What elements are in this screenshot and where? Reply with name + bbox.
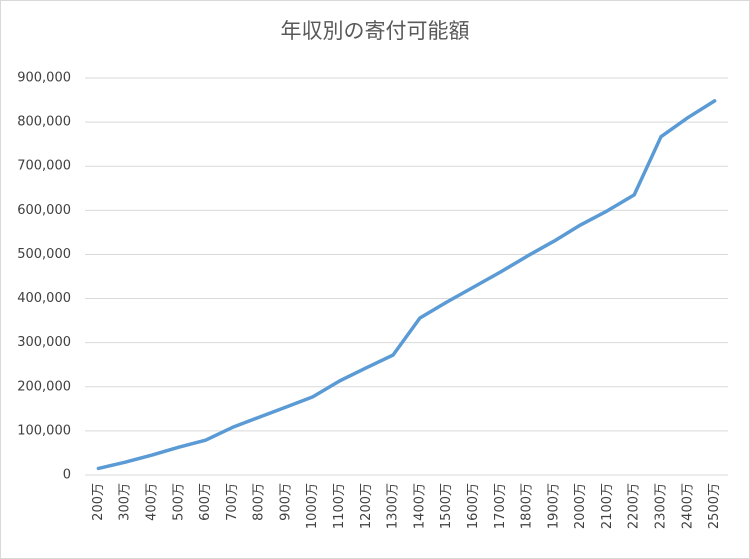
x-tick-label: 1600万 — [466, 483, 481, 529]
x-tick-label: 1500万 — [439, 483, 454, 529]
x-tick-label: 1800万 — [520, 483, 535, 529]
x-tick-label: 2300万 — [654, 483, 669, 529]
y-tick-label: 600,000 — [17, 203, 71, 218]
x-tick-label: 1300万 — [386, 483, 401, 529]
x-tick-label: 300万 — [118, 483, 133, 521]
y-tick-label: 200,000 — [17, 379, 71, 394]
x-tick-label: 1000万 — [305, 483, 320, 529]
x-tick-label: 200万 — [91, 483, 106, 521]
y-tick-label: 800,000 — [17, 115, 71, 130]
x-tick-label: 1100万 — [332, 483, 347, 529]
x-tick-label: 600万 — [198, 483, 213, 521]
x-tick-label: 400万 — [144, 483, 159, 521]
x-tick-label: 1200万 — [359, 483, 374, 529]
x-tick-label: 2000万 — [573, 483, 588, 529]
y-tick-label: 500,000 — [17, 247, 71, 262]
y-tick-label: 100,000 — [17, 423, 71, 438]
y-tick-label: 0 — [63, 468, 71, 483]
y-tick-label: 900,000 — [17, 71, 71, 86]
y-tick-label: 300,000 — [17, 335, 71, 350]
x-tick-label: 500万 — [171, 483, 186, 521]
x-tick-label: 700万 — [225, 483, 240, 521]
x-tick-label: 1400万 — [412, 483, 427, 529]
x-tick-label: 2200万 — [627, 483, 642, 529]
x-tick-label: 2100万 — [600, 483, 615, 529]
x-tick-label: 1700万 — [493, 483, 508, 529]
x-tick-label: 900万 — [278, 483, 293, 521]
y-tick-label: 400,000 — [17, 291, 71, 306]
y-tick-label: 700,000 — [17, 159, 71, 174]
x-tick-label: 1900万 — [546, 483, 561, 529]
chart-title: 年収別の寄付可能額 — [281, 19, 470, 43]
line — [96, 99, 717, 471]
x-tick-label: 800万 — [252, 483, 267, 521]
x-tick-label: 2400万 — [680, 483, 695, 529]
x-tick-label: 2500万 — [707, 483, 722, 529]
